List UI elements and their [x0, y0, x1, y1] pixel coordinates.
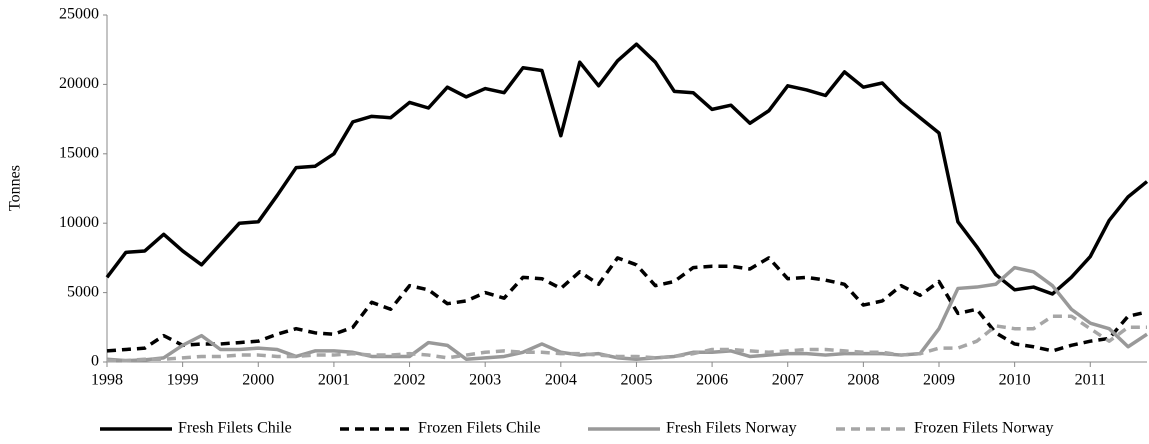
- x-tick-label: 2007: [772, 372, 804, 389]
- y-tick-label: 5000: [67, 283, 99, 300]
- legend-label: Frozen Filets Norway: [914, 420, 1054, 437]
- legend-label: Frozen Filets Chile: [418, 420, 541, 437]
- x-tick-label: 2008: [847, 372, 879, 389]
- x-tick-label: 2003: [469, 372, 501, 389]
- y-tick-label: 15000: [59, 144, 99, 161]
- x-tick-label: 1999: [167, 372, 199, 389]
- y-axis-label: Tonnes: [7, 165, 24, 211]
- x-tick-label: 2011: [1075, 372, 1106, 389]
- series-line: [107, 314, 1147, 363]
- legend-label: Fresh Filets Chile: [178, 420, 292, 437]
- x-tick-label: 2009: [923, 372, 955, 389]
- x-tick-label: 2001: [318, 372, 350, 389]
- x-tick-label: 2002: [394, 372, 426, 389]
- x-tick-label: 2010: [999, 372, 1031, 389]
- series-line: [106, 265, 1148, 363]
- x-tick-label: 1998: [91, 372, 123, 389]
- y-tick-label: 25000: [59, 6, 99, 23]
- y-tick-label: 20000: [59, 75, 99, 92]
- series-line: [106, 256, 1148, 353]
- x-tick-label: 2000: [242, 372, 274, 389]
- x-tick-label: 2006: [696, 372, 728, 389]
- x-tick-label: 2004: [545, 372, 577, 389]
- x-tick-label: 2005: [620, 372, 652, 389]
- y-tick-label: 10000: [59, 214, 99, 231]
- y-tick-label: 0: [91, 353, 99, 370]
- legend-label: Fresh Filets Norway: [666, 420, 797, 437]
- series-line: [105, 42, 1149, 296]
